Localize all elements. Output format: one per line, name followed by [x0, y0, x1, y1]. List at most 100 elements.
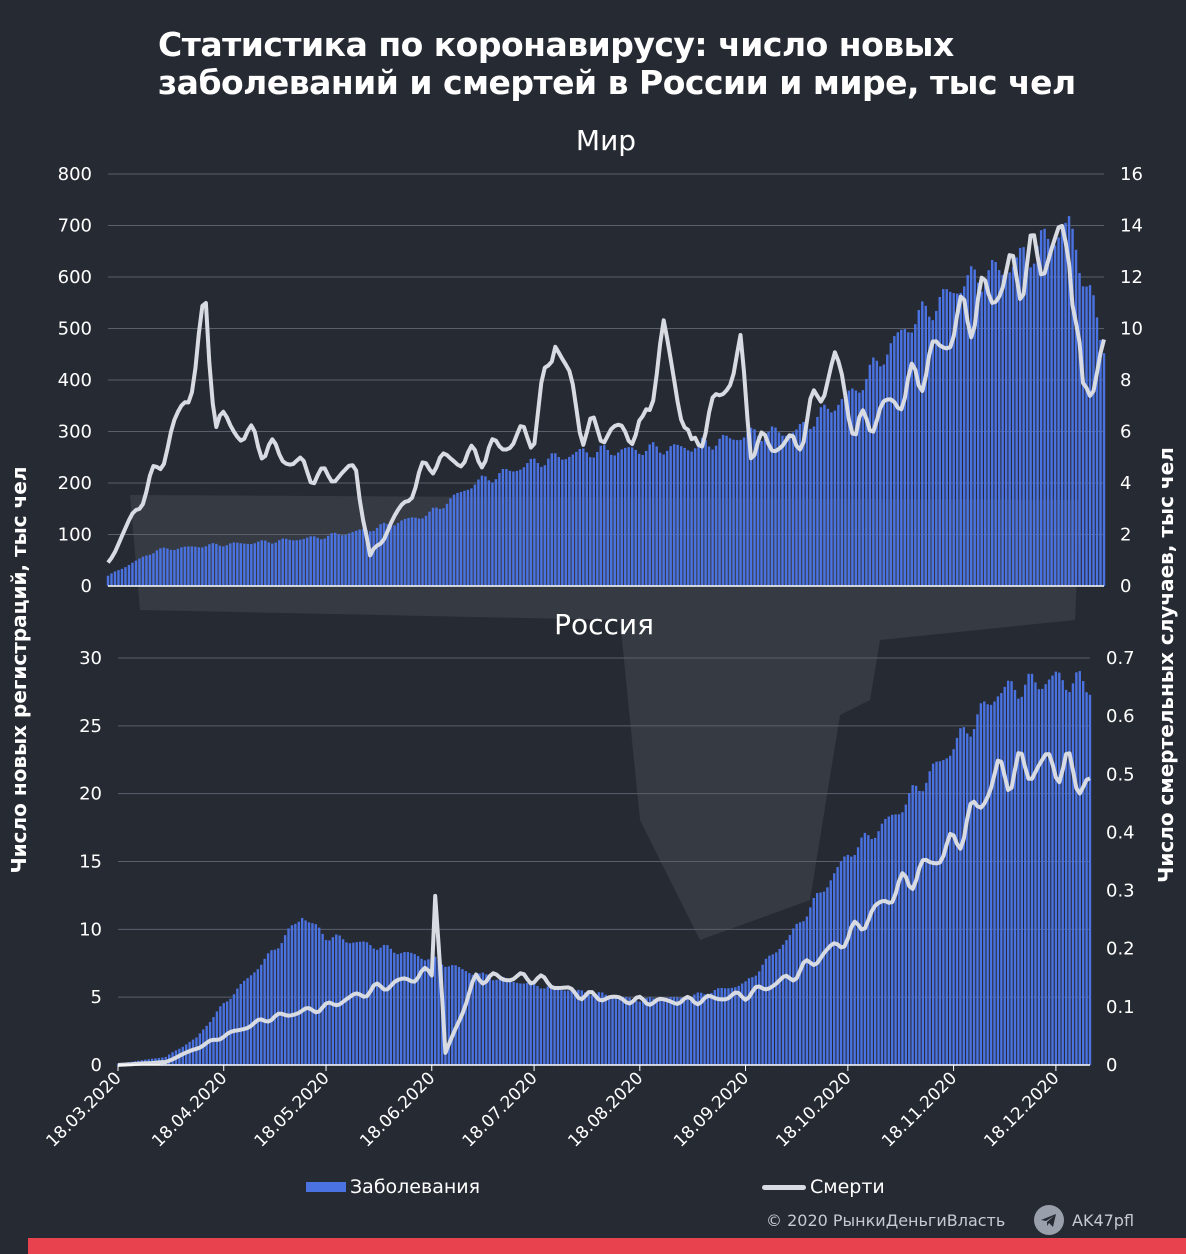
bar-world: [1102, 353, 1106, 586]
bar-russia: [188, 1041, 191, 1065]
bar-world: [176, 548, 180, 586]
bar-russia: [1041, 688, 1044, 1065]
bar-world: [952, 293, 955, 586]
bar-russia: [444, 966, 447, 1065]
bar-russia: [877, 831, 880, 1065]
bar-world: [173, 549, 176, 586]
telegram-credit[interactable]: AK47pfl: [1034, 1205, 1134, 1235]
bar-russia: [297, 921, 300, 1065]
bar-world: [445, 503, 449, 586]
bar-russia: [730, 987, 734, 1065]
bar-russia: [304, 920, 307, 1065]
bar-russia: [491, 980, 495, 1065]
bar-russia: [812, 897, 815, 1065]
bar-russia: [972, 729, 976, 1065]
legend-deaths-label: Смерти: [810, 1176, 885, 1198]
bar-world: [459, 491, 463, 586]
bar-world: [756, 435, 760, 586]
bar-world: [508, 470, 512, 586]
bar-world: [1071, 228, 1074, 586]
bar-world: [292, 540, 295, 586]
right-tick-label-russia: 0.2: [1106, 939, 1135, 960]
bar-world: [1095, 317, 1099, 586]
bar-world: [858, 392, 861, 586]
bar-russia: [300, 917, 304, 1065]
bar-russia: [955, 737, 959, 1065]
bar-world: [274, 542, 277, 586]
bar-russia: [614, 997, 618, 1065]
bar-world: [753, 429, 756, 586]
bar-world: [169, 549, 173, 586]
bar-world: [361, 529, 365, 586]
bar-russia: [577, 989, 580, 1065]
bar-world: [124, 567, 127, 586]
bar-russia: [399, 953, 403, 1065]
bar-russia: [358, 941, 362, 1065]
bar-russia: [860, 837, 863, 1065]
bar-world: [1064, 222, 1067, 586]
bar-world: [554, 453, 557, 586]
bar-world: [466, 489, 470, 586]
bar-world: [973, 269, 976, 586]
bar-world: [389, 525, 393, 586]
bar-world: [1039, 230, 1043, 586]
bar-world: [547, 458, 550, 586]
bar-russia: [928, 771, 931, 1065]
bar-world: [246, 543, 250, 586]
bar-world: [236, 542, 239, 586]
bar-russia: [689, 997, 693, 1065]
bar-russia: [768, 955, 771, 1065]
bar-world: [166, 548, 169, 586]
bar-world: [767, 431, 770, 586]
bar-russia: [676, 997, 679, 1065]
bar-russia: [457, 967, 461, 1065]
bar-russia: [474, 975, 478, 1065]
bar-world: [582, 448, 585, 586]
bar-world: [634, 449, 637, 586]
bar-world: [312, 536, 316, 586]
bar-world: [606, 449, 609, 586]
bar-world: [665, 450, 669, 586]
left-tick-label-world: 400: [58, 370, 92, 391]
bar-russia: [665, 997, 669, 1065]
bar-russia: [495, 979, 498, 1065]
bar-world: [145, 555, 148, 586]
bar-russia: [1037, 689, 1041, 1065]
bar-world: [746, 432, 749, 586]
bar-russia: [290, 925, 294, 1065]
right-axis-title: Число смертельных случаев, тыс чел: [1154, 447, 1178, 883]
bar-world: [260, 540, 263, 586]
bar-russia: [249, 975, 253, 1065]
bar-world: [543, 465, 547, 586]
bar-world: [396, 523, 400, 586]
bar-russia: [962, 727, 966, 1065]
bar-russia: [717, 988, 720, 1065]
bar-russia: [372, 948, 375, 1065]
bar-world: [693, 448, 697, 586]
bar-world: [575, 451, 578, 586]
bar-russia: [488, 977, 491, 1065]
right-tick-label-world: 0: [1120, 576, 1131, 597]
bar-world: [704, 440, 707, 586]
bar-russia: [246, 978, 249, 1065]
bar-russia: [283, 935, 287, 1065]
bar-russia: [713, 990, 717, 1065]
bar-world: [1053, 245, 1057, 586]
bar-world: [400, 520, 403, 586]
bar-russia: [270, 950, 273, 1065]
bar-russia: [850, 856, 853, 1065]
bar-world: [505, 468, 508, 586]
bar-world: [229, 543, 232, 586]
bar-world: [886, 354, 889, 586]
bar-russia: [873, 837, 877, 1065]
bar-russia: [1061, 680, 1064, 1065]
bar-russia: [222, 1003, 225, 1065]
bar-world: [812, 426, 816, 586]
bar-world: [648, 444, 651, 586]
bar-russia: [427, 959, 430, 1065]
bar-russia: [529, 982, 532, 1065]
bar-world: [519, 469, 522, 586]
bar-world: [840, 399, 844, 586]
bar-russia: [618, 996, 621, 1065]
bar-russia: [314, 924, 318, 1065]
